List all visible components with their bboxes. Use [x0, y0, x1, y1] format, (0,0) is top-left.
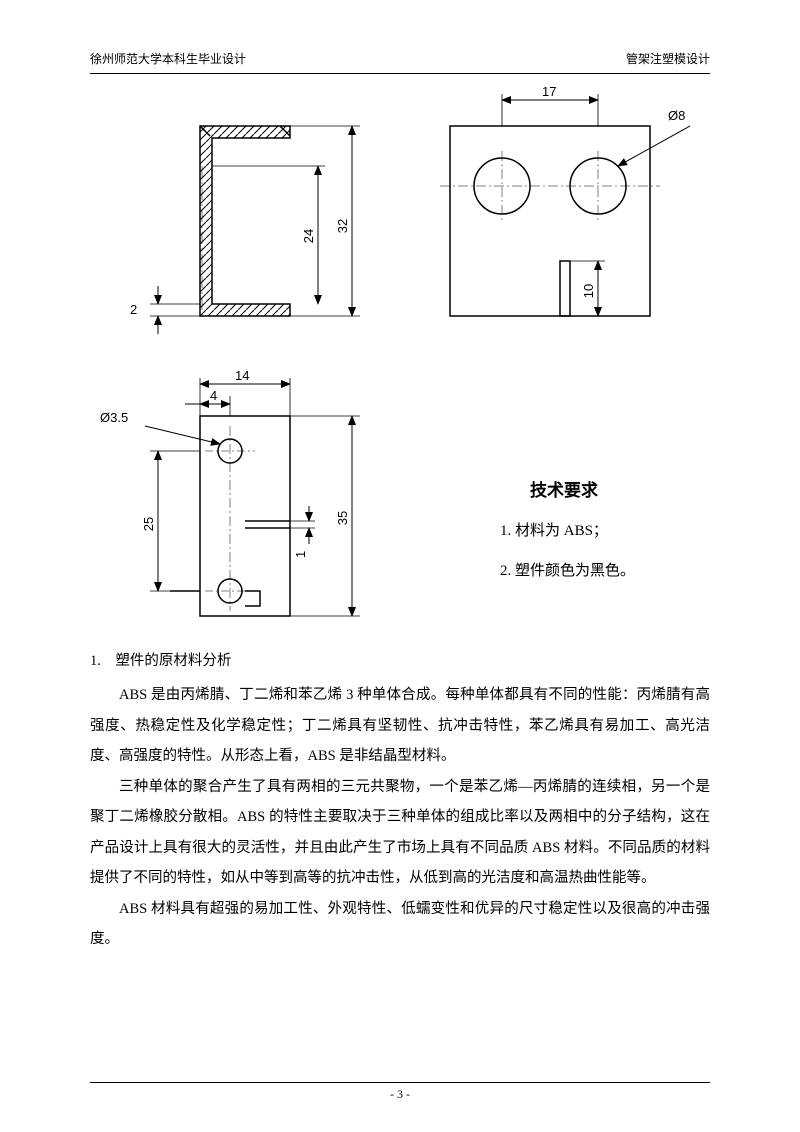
paragraph-3: ABS 材料具有超强的易加工性、外观特性、低蠕变性和优异的尺寸稳定性以及很高的冲… [90, 894, 710, 955]
dim-2: 2 [130, 302, 137, 317]
dim-25: 25 [141, 517, 156, 531]
body-content: 1. 塑件的原材料分析 ABS 是由丙烯腈、丁二烯和苯乙烯 3 种单体合成。每种… [90, 646, 710, 954]
section-number: 1. 塑件的原材料分析 [90, 646, 710, 676]
tech-req-item1: 1. 材料为 ABS； [500, 519, 635, 543]
page-footer: - 3 - [90, 1082, 710, 1102]
dim-4: 4 [210, 388, 217, 403]
dim-1: 1 [293, 551, 308, 558]
dim-phi8: Ø8 [668, 108, 685, 123]
tech-req-item2: 2. 塑件颜色为黑色。 [500, 559, 635, 583]
engineering-drawings: 32 24 2 [90, 86, 710, 646]
dim-14: 14 [235, 368, 249, 383]
drawing-top-view: 14 4 Ø3.5 25 35 1 [90, 366, 410, 646]
paragraph-2: 三种单体的聚合产生了具有两相的三元共聚物，一个是苯乙烯—丙烯腈的连续相，另一个是… [90, 772, 710, 894]
tech-req-title: 技术要求 [530, 476, 635, 501]
dim-35: 35 [335, 511, 350, 525]
dim-phi35: Ø3.5 [100, 410, 128, 425]
dim-10: 10 [581, 284, 596, 298]
technical-requirements: 技术要求 1. 材料为 ABS； 2. 塑件颜色为黑色。 [500, 476, 635, 599]
page-number: - 3 - [390, 1087, 410, 1101]
drawing-section-view: 32 24 2 [110, 86, 400, 356]
header-right: 管架注塑模设计 [626, 50, 710, 67]
dim-24: 24 [301, 229, 316, 243]
dim-17: 17 [542, 86, 556, 99]
paragraph-1: ABS 是由丙烯腈、丁二烯和苯乙烯 3 种单体合成。每种单体都具有不同的性能：丙… [90, 680, 710, 771]
dim-32: 32 [335, 219, 350, 233]
header-left: 徐州师范大学本科生毕业设计 [90, 50, 246, 67]
drawing-front-view: 17 Ø8 10 [420, 86, 720, 356]
page-header: 徐州师范大学本科生毕业设计 管架注塑模设计 [90, 50, 710, 74]
